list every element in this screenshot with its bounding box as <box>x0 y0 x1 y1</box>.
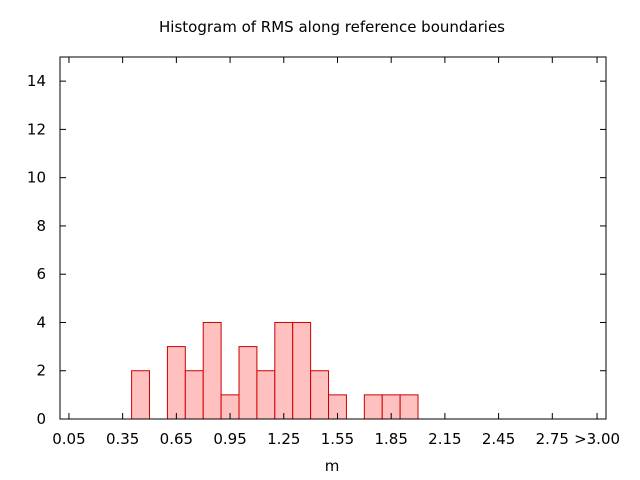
x-axis-label: m <box>325 457 340 475</box>
x-tick-label: 0.95 <box>213 430 246 448</box>
x-tick-label: 1.85 <box>374 430 407 448</box>
histogram-bar <box>256 370 276 420</box>
histogram-bar <box>363 394 383 420</box>
y-tick-label: 6 <box>36 265 46 283</box>
x-tick-label: 2.75 <box>536 430 569 448</box>
plot-frame <box>59 56 607 420</box>
y-axis: 0 2 4 6 8 10 12 14 <box>27 72 606 428</box>
y-tick-label: 0 <box>36 410 46 428</box>
y-tick-label: 14 <box>27 72 46 90</box>
histogram-bar <box>238 346 258 420</box>
x-tick-label: 1.25 <box>267 430 300 448</box>
y-tick-label: 8 <box>36 217 46 235</box>
x-axis: 0.05 0.35 0.65 0.95 1.25 1.55 1.85 2.15 2.45 2.75… <box>52 57 620 448</box>
chart-title: Histogram of RMS along reference boundar… <box>159 18 505 36</box>
x-tick-label: 0.05 <box>52 430 85 448</box>
bars-layer <box>131 321 419 420</box>
histogram-bar <box>131 370 151 420</box>
y-tick-label: 10 <box>27 169 46 187</box>
histogram-bar <box>399 394 419 420</box>
histogram-bar <box>274 321 294 420</box>
histogram-bar <box>166 346 186 420</box>
histogram-bar <box>184 370 204 420</box>
x-tick-label: 2.15 <box>428 430 461 448</box>
x-tick-label: 1.55 <box>321 430 354 448</box>
y-tick-label: 12 <box>27 120 46 138</box>
y-tick-label: 2 <box>36 362 46 380</box>
x-tick-label: >3.00 <box>574 430 620 448</box>
y-tick-label: 4 <box>36 313 46 331</box>
histogram-bar <box>202 321 222 420</box>
histogram-bar <box>292 321 312 420</box>
x-tick-label: 2.45 <box>482 430 515 448</box>
histogram-bar <box>310 370 330 420</box>
x-tick-label: 0.65 <box>160 430 193 448</box>
x-tick-label: 0.35 <box>106 430 139 448</box>
